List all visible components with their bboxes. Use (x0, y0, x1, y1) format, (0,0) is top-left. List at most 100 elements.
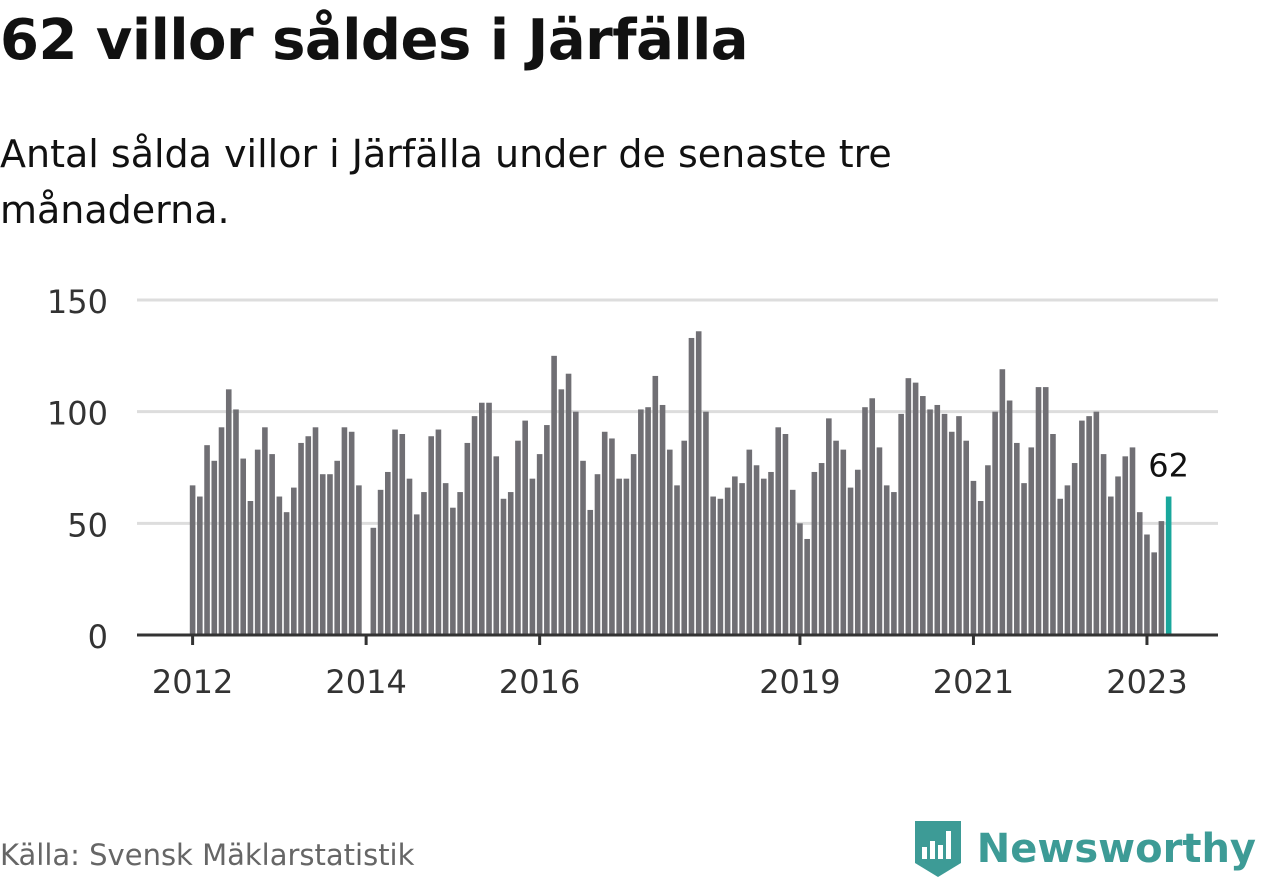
bar (1028, 447, 1035, 635)
bar (370, 527, 377, 635)
bar (948, 431, 955, 635)
bar (356, 485, 362, 635)
bar (507, 492, 514, 635)
bar (724, 487, 731, 635)
newsworthy-logo-icon (914, 821, 961, 877)
bar (580, 460, 586, 635)
bar (197, 496, 203, 635)
bar (254, 449, 261, 635)
bar (891, 492, 897, 635)
x-tick-label: 2014 (325, 663, 406, 701)
bar (1050, 434, 1056, 635)
bar (797, 523, 803, 635)
bar (225, 389, 232, 635)
bar (833, 440, 839, 635)
bar (732, 476, 738, 635)
brand-name: Newsworthy (976, 826, 1256, 872)
bar (1151, 552, 1157, 635)
bar (450, 507, 456, 635)
brand-logo[interactable]: Newsworthy (913, 818, 1256, 880)
bar (666, 449, 673, 635)
bar (500, 498, 507, 635)
x-axis-labels: 2012 2014 2016 2019 2021 2023 (152, 663, 1188, 701)
bar (847, 487, 854, 635)
bar (739, 483, 745, 635)
bar (869, 398, 876, 635)
bar (963, 440, 970, 635)
bar (862, 407, 868, 635)
bar (1086, 416, 1092, 635)
bar (1014, 442, 1020, 635)
bar-highlight (1165, 496, 1172, 635)
bar (551, 355, 557, 635)
bar (1006, 400, 1013, 635)
bar (262, 427, 268, 635)
bar (327, 474, 333, 635)
y-tick-label: 100 (47, 395, 108, 433)
bar (818, 463, 825, 635)
bar (1100, 454, 1107, 635)
bar (341, 427, 348, 635)
bar (616, 478, 622, 635)
bar (927, 409, 933, 635)
bar (840, 449, 847, 635)
bar (471, 416, 478, 635)
bar (1057, 498, 1063, 635)
bar (1122, 456, 1129, 635)
bar (515, 440, 521, 635)
bar (638, 409, 644, 635)
y-axis-labels: 0 50 100 150 (47, 283, 108, 656)
bar (804, 538, 810, 635)
bar (283, 512, 290, 635)
bar (240, 458, 247, 635)
bar (717, 498, 724, 635)
bar (999, 369, 1006, 635)
bar (992, 411, 998, 635)
bar (305, 436, 312, 635)
x-axis-ticks (191, 635, 1149, 645)
bar (334, 460, 340, 635)
bar (587, 509, 594, 635)
bar (703, 411, 709, 635)
bar (204, 445, 210, 635)
bar (645, 407, 651, 635)
y-tick-label: 50 (67, 506, 108, 544)
bar (905, 378, 912, 635)
bar (544, 425, 550, 635)
bar-chart: 0 50 100 150 2012 2014 2016 2019 2021 2023 62 (47, 283, 1218, 701)
bar (775, 427, 782, 635)
bar (956, 416, 962, 635)
bar (883, 485, 890, 635)
bar (854, 469, 861, 635)
bar (826, 418, 832, 635)
bar (753, 465, 760, 635)
x-tick-label: 2021 (933, 663, 1014, 701)
bar (912, 382, 919, 635)
bar (233, 409, 239, 635)
bar (811, 471, 818, 635)
bar (435, 429, 442, 635)
bar (247, 501, 254, 635)
bar (1079, 420, 1085, 635)
bar (1108, 496, 1114, 635)
highlight-value-label: 62 (1148, 447, 1189, 485)
bar (1071, 463, 1078, 635)
x-tick-label: 2012 (152, 663, 233, 701)
bar (1136, 512, 1143, 635)
chart-title: 62 villor såldes i Järfälla (0, 8, 749, 73)
source-credit: Källa: Svensk Mäklarstatistik (0, 838, 415, 872)
bar (768, 471, 774, 635)
bar (211, 460, 218, 635)
bar (442, 483, 449, 635)
bar (558, 389, 565, 635)
bar (695, 331, 702, 635)
bar (406, 478, 413, 635)
bar (623, 478, 630, 635)
bar (319, 474, 326, 635)
bar (659, 404, 666, 635)
bar (977, 501, 984, 635)
bar (312, 427, 319, 635)
bar (1042, 387, 1049, 635)
bar (486, 402, 492, 635)
bar (746, 449, 753, 635)
